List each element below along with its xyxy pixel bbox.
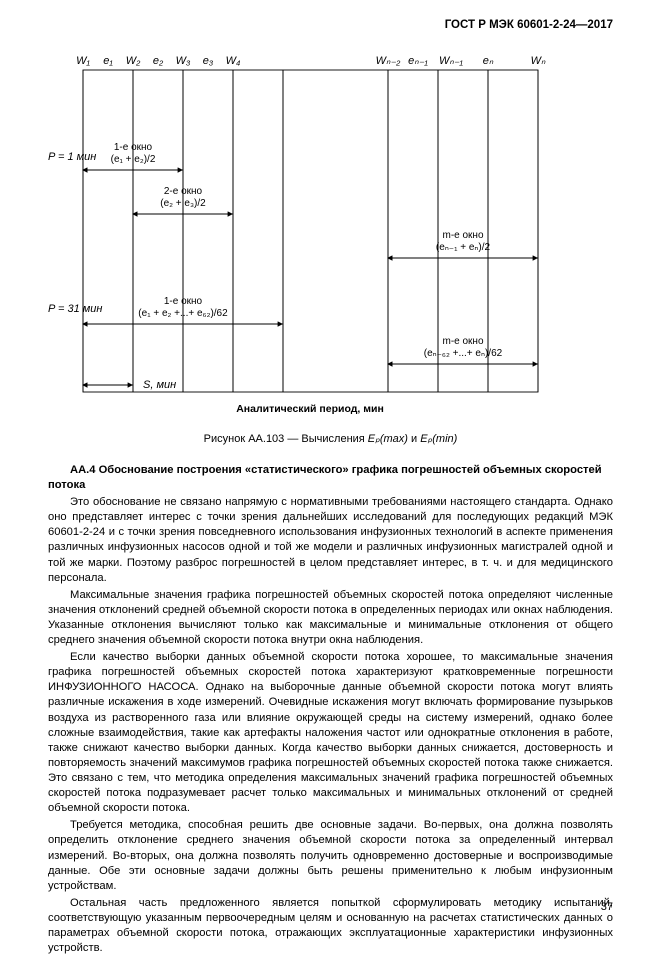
lbl-wn1: Wₙ₋₁: [439, 55, 464, 67]
lbl-wn2: Wₙ₋₂: [376, 55, 402, 67]
lbl-w3: W₃: [176, 55, 191, 67]
x-axis-label: Аналитический период, мин: [236, 403, 384, 415]
cap-prefix: Рисунок АА.103 — Вычисления: [204, 433, 368, 445]
p1-label: P = 1 мин: [48, 151, 96, 163]
para-1: Это обоснование не связано напрямую с но…: [48, 495, 613, 586]
cap-and: и: [408, 433, 420, 445]
lbl-wn: Wₙ: [531, 55, 546, 67]
r1b2b: (e₂ + e₃)/2: [160, 198, 206, 209]
para-4: Требуется методика, способная решить две…: [48, 818, 613, 894]
cap-ep2: Eₚ(min): [420, 433, 457, 445]
r2b1b: (e₁ + e₂ +...+ e₆₂)/62: [138, 308, 228, 319]
section-title: АА.4 Обоснование построения «статистичес…: [48, 463, 613, 493]
lbl-e2: e₂: [153, 55, 164, 67]
lbl-e1: e₁: [103, 55, 113, 67]
lbl-w4: W₄: [226, 55, 241, 67]
lbl-e3: e₃: [203, 55, 214, 67]
r1b2a: 2-е окно: [164, 186, 203, 197]
r2b2a: m-е окно: [442, 336, 483, 347]
lbl-en1: eₙ₋₁: [408, 55, 428, 67]
r2b2b: (eₙ₋₆₂ +...+ eₙ)/62: [424, 348, 503, 359]
doc-header: ГОСТ Р МЭК 60601-2-24—2017: [445, 18, 613, 34]
windows-diagram: text{font-family:Arial;fill:#000;} .lb{f…: [48, 52, 568, 422]
figure-container: text{font-family:Arial;fill:#000;} .lb{f…: [48, 52, 613, 422]
lbl-w2: W₂: [126, 55, 141, 67]
r2b1a: 1-е окно: [164, 296, 203, 307]
lbl-en: eₙ: [483, 55, 494, 67]
lbl-w1: W₁: [76, 55, 90, 67]
s-label: S, мин: [143, 379, 176, 391]
para-2: Максимальные значения графика погрешност…: [48, 588, 613, 648]
figure-caption: Рисунок АА.103 — Вычисления Eₚ(max) и Eₚ…: [48, 432, 613, 447]
p31-label: P = 31 мин: [48, 303, 102, 315]
r1b3b: (eₙ₋₁ + eₙ)/2: [436, 242, 491, 253]
cap-ep1: Eₚ(max): [368, 433, 408, 445]
para-5: Остальная часть предложенного является п…: [48, 896, 613, 956]
para-3: Если качество выборки данных объемной ск…: [48, 650, 613, 816]
r1b1a: 1-е окно: [114, 142, 153, 153]
r1b1b: (e₁ + e₂)/2: [111, 154, 156, 165]
page-number: 37: [601, 900, 613, 915]
r1b3a: m-е окно: [442, 230, 483, 241]
